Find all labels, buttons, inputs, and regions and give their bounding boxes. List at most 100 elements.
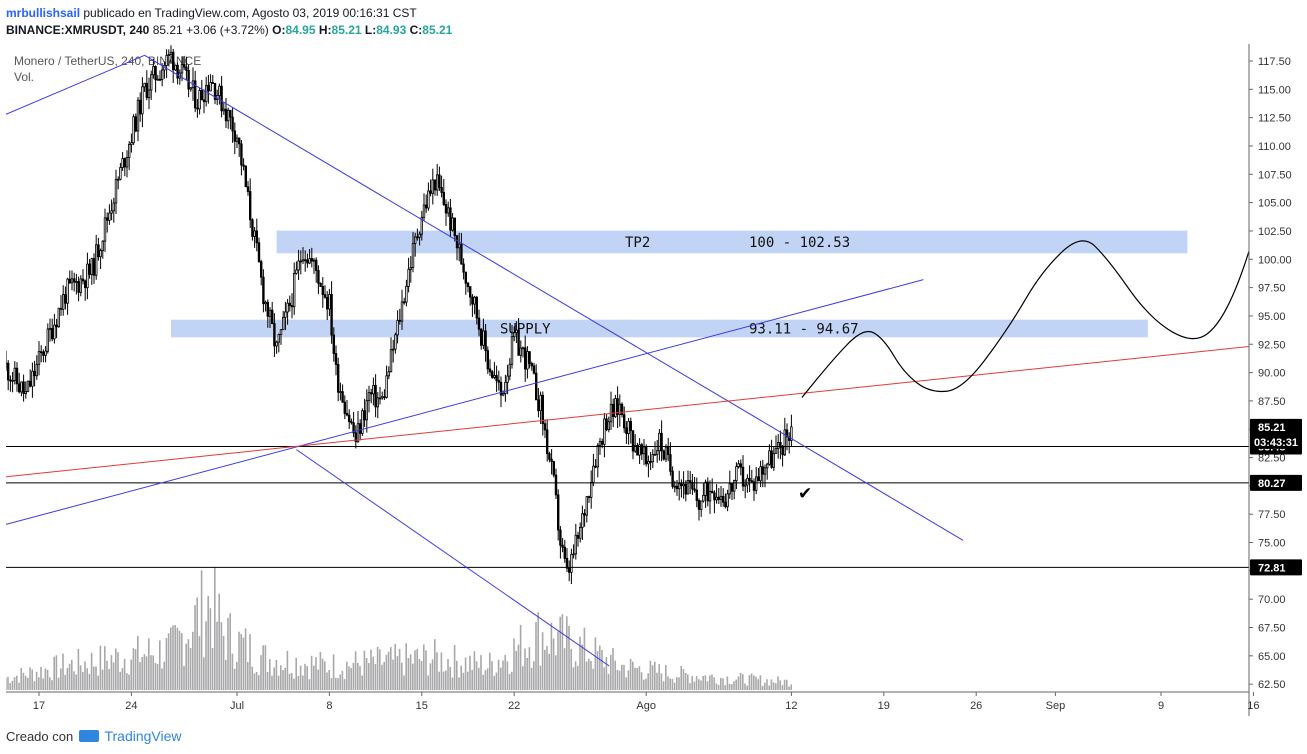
volume-bar bbox=[581, 644, 583, 690]
volume-bar bbox=[537, 612, 539, 690]
volume-bar bbox=[605, 656, 608, 690]
candle-body bbox=[546, 429, 549, 454]
candle-body bbox=[761, 466, 765, 475]
candle-body bbox=[708, 490, 712, 502]
volume-bar bbox=[539, 665, 542, 690]
candle-body bbox=[290, 305, 294, 308]
candle-body bbox=[235, 137, 239, 142]
volume-bar bbox=[552, 638, 555, 690]
volume-bar bbox=[24, 675, 27, 690]
volume-bar bbox=[704, 675, 707, 690]
volume-bar bbox=[610, 654, 612, 690]
candle-body bbox=[770, 450, 773, 468]
volume-bar bbox=[486, 668, 489, 690]
volume-bar bbox=[260, 655, 262, 690]
candle-body bbox=[108, 212, 111, 221]
candle-body bbox=[468, 286, 472, 298]
candle-body bbox=[323, 294, 327, 298]
volume-bar bbox=[530, 667, 533, 690]
volume-bar bbox=[178, 630, 181, 690]
candle-body bbox=[579, 527, 582, 539]
volume-bar bbox=[434, 639, 436, 690]
candle-body bbox=[528, 351, 531, 364]
chart-header: mrbullishsail publicado en TradingView.c… bbox=[6, 5, 452, 39]
candle-body bbox=[218, 85, 221, 96]
volume-bar bbox=[137, 635, 139, 690]
volume-bar bbox=[447, 659, 449, 690]
ohlc-line: BINANCE:XMRUSDT, 240 85.21 +3.06 (+3.72%… bbox=[6, 22, 452, 39]
author-link[interactable]: mrbullishsail bbox=[6, 6, 81, 20]
candle-body bbox=[757, 476, 760, 482]
volume-bar bbox=[51, 680, 53, 690]
candle-body bbox=[739, 463, 743, 468]
volume-bar bbox=[126, 673, 128, 690]
candle-body bbox=[444, 204, 448, 214]
volume-bar bbox=[326, 672, 328, 690]
low-label: L: bbox=[364, 23, 377, 37]
volume-bar bbox=[475, 661, 478, 690]
candle-body bbox=[680, 483, 683, 487]
volume-bar bbox=[728, 683, 731, 690]
volume-bar bbox=[255, 672, 258, 690]
volume-bar bbox=[82, 671, 84, 690]
candle-body bbox=[62, 294, 65, 310]
volume-bar bbox=[722, 678, 724, 690]
price-tick-label: 70.00 bbox=[1258, 594, 1286, 606]
candle-body bbox=[673, 485, 677, 488]
footer: Creado con TradingView bbox=[6, 728, 182, 744]
candle-body bbox=[667, 446, 670, 456]
tradingview-brand[interactable]: TradingView bbox=[104, 728, 182, 744]
price-tick-label: 75.00 bbox=[1258, 538, 1286, 550]
candle-body bbox=[733, 480, 736, 492]
candle-body bbox=[405, 285, 408, 303]
candle-body bbox=[752, 481, 756, 491]
volume-bar bbox=[660, 673, 663, 690]
tradingview-logo-icon bbox=[78, 730, 99, 742]
volume-bar bbox=[291, 672, 293, 690]
volume-bar bbox=[227, 617, 229, 690]
volume-bar bbox=[482, 674, 484, 690]
candle-body bbox=[81, 278, 85, 282]
volume-bar bbox=[20, 668, 22, 690]
volume-bar bbox=[101, 669, 104, 690]
candle-body bbox=[385, 375, 388, 398]
volume-bar bbox=[150, 655, 152, 690]
candle-body bbox=[204, 85, 208, 103]
candle-body bbox=[149, 74, 153, 91]
candle-body bbox=[167, 54, 171, 56]
trendline-blue-0 bbox=[6, 54, 145, 115]
candle-body bbox=[279, 329, 283, 335]
volume-bar bbox=[354, 651, 357, 690]
volume-bar bbox=[550, 622, 553, 690]
candle-body bbox=[653, 453, 657, 456]
volume-bar bbox=[247, 662, 249, 690]
volume-bar bbox=[266, 671, 269, 690]
candle-body bbox=[121, 158, 124, 168]
candle-body bbox=[141, 86, 144, 115]
candle-body bbox=[524, 347, 527, 370]
candle-body bbox=[763, 467, 767, 475]
volume-bar bbox=[288, 673, 291, 690]
candle-body bbox=[86, 263, 89, 289]
candle-body bbox=[145, 82, 149, 99]
volume-bar bbox=[555, 655, 557, 690]
volume-bar bbox=[341, 670, 344, 690]
countdown-tag: 03:43:31 bbox=[1254, 437, 1298, 449]
created-with-label: Creado con bbox=[6, 729, 74, 744]
volume-bar bbox=[357, 662, 359, 690]
volume-bar bbox=[392, 659, 394, 690]
volume-bar bbox=[117, 652, 119, 690]
candle-body bbox=[48, 327, 52, 330]
candle-body bbox=[125, 157, 129, 168]
volume-bar bbox=[585, 661, 588, 690]
candle-body bbox=[400, 301, 404, 322]
candle-body bbox=[147, 89, 151, 99]
candle-body bbox=[77, 281, 80, 293]
candle-body bbox=[506, 375, 509, 383]
volume-bar bbox=[768, 685, 770, 690]
candle-body bbox=[37, 351, 41, 365]
candle-body bbox=[259, 261, 263, 278]
time-tick-label: 17 bbox=[33, 700, 45, 712]
last-price-tag: 85.21 bbox=[1258, 422, 1286, 434]
